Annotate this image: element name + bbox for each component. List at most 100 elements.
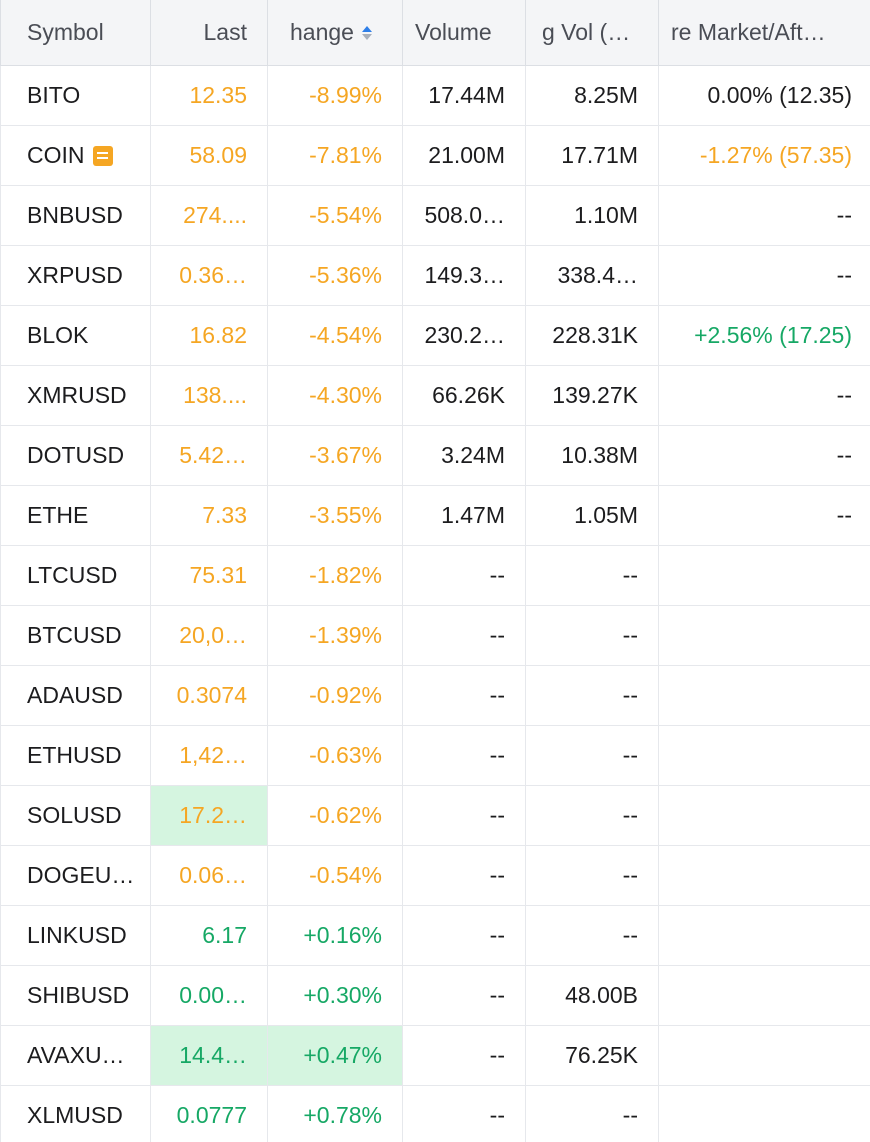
- volume-cell: --: [402, 726, 525, 785]
- symbol-cell[interactable]: DOGEU…: [0, 846, 150, 905]
- symbol-cell[interactable]: BLOK: [0, 306, 150, 365]
- column-header-avg-vol-label: g Vol (…: [542, 19, 631, 45]
- pre-market-cell-value: --: [836, 502, 852, 528]
- change-cell-value: -7.81%: [309, 142, 382, 168]
- change-cell: -7.81%: [267, 126, 402, 185]
- last-price-cell: 1,42…: [150, 726, 267, 785]
- news-icon[interactable]: [92, 145, 113, 166]
- volume-cell-value: 149.3…: [424, 262, 505, 288]
- symbol-cell[interactable]: DOTUSD: [0, 426, 150, 485]
- table-row[interactable]: XLMUSD 0.0777 +0.78% -- --: [0, 1086, 870, 1142]
- avg-vol-cell: 228.31K: [525, 306, 658, 365]
- symbol-cell[interactable]: XRPUSD: [0, 246, 150, 305]
- change-cell: -1.82%: [267, 546, 402, 605]
- symbol-cell[interactable]: ADAUSD: [0, 666, 150, 725]
- table-row[interactable]: LTCUSD 75.31 -1.82% -- --: [0, 546, 870, 606]
- column-header-pre-market[interactable]: re Market/Aft…: [658, 0, 870, 65]
- change-cell: +0.78%: [267, 1086, 402, 1142]
- last-price-cell-value: 14.4…: [179, 1042, 247, 1068]
- volume-cell-value: --: [489, 622, 505, 648]
- sort-icon[interactable]: [361, 25, 372, 40]
- symbol-cell[interactable]: BTCUSD: [0, 606, 150, 665]
- symbol-cell[interactable]: SOLUSD: [0, 786, 150, 845]
- table-row[interactable]: LINKUSD 6.17 +0.16% -- --: [0, 906, 870, 966]
- last-price-cell: 58.09: [150, 126, 267, 185]
- column-header-pre-market-label: re Market/Aft…: [671, 19, 826, 45]
- table-row[interactable]: COIN 58.09 -7.81% 21.00M 17.71M -1.27% (57.35…: [0, 126, 870, 186]
- avg-vol-cell-value: --: [622, 802, 638, 828]
- column-header-symbol-label: Symbol: [27, 19, 104, 45]
- volume-cell: 66.26K: [402, 366, 525, 425]
- pre-market-cell: [658, 1086, 870, 1142]
- change-cell: -1.39%: [267, 606, 402, 665]
- pre-market-cell: [658, 606, 870, 665]
- last-price-cell: 7.33: [150, 486, 267, 545]
- symbol-cell-value: ETHE: [27, 502, 89, 528]
- table-row[interactable]: SOLUSD 17.2… -0.62% -- --: [0, 786, 870, 846]
- last-price-cell-value: 0.36…: [179, 262, 247, 288]
- symbol-cell[interactable]: AVAXU…: [0, 1026, 150, 1085]
- last-price-cell-value: 7.33: [202, 502, 247, 528]
- column-header-volume[interactable]: Volume: [402, 0, 525, 65]
- table-row[interactable]: ETHUSD 1,42… -0.63% -- --: [0, 726, 870, 786]
- column-header-last[interactable]: Last: [150, 0, 267, 65]
- column-header-last-label: Last: [203, 19, 247, 45]
- symbol-cell[interactable]: LINKUSD: [0, 906, 150, 965]
- last-price-cell-value: 75.31: [189, 562, 247, 588]
- volume-cell: --: [402, 846, 525, 905]
- symbol-cell[interactable]: XMRUSD: [0, 366, 150, 425]
- volume-cell-value: --: [489, 802, 505, 828]
- table-row[interactable]: ETHE 7.33 -3.55% 1.47M 1.05M --: [0, 486, 870, 546]
- table-row[interactable]: BLOK 16.82 -4.54% 230.2… 228.31K +2.56% (17.2…: [0, 306, 870, 366]
- table-row[interactable]: SHIBUSD 0.00… +0.30% -- 48.00B: [0, 966, 870, 1026]
- avg-vol-cell-value: 17.71M: [561, 142, 638, 168]
- volume-cell: 17.44M: [402, 66, 525, 125]
- symbol-cell-value: COIN: [27, 142, 85, 168]
- table-row[interactable]: BITO 12.35 -8.99% 17.44M 8.25M 0.00% (12.35): [0, 66, 870, 126]
- column-header-change[interactable]: hange: [267, 0, 402, 65]
- table-row[interactable]: XMRUSD 138.... -4.30% 66.26K 139.27K --: [0, 366, 870, 426]
- last-price-cell-value: 20,0…: [179, 622, 247, 648]
- table-row[interactable]: DOGEU… 0.06… -0.54% -- --: [0, 846, 870, 906]
- volume-cell: 508.0…: [402, 186, 525, 245]
- last-price-cell: 5.42…: [150, 426, 267, 485]
- volume-cell: 3.24M: [402, 426, 525, 485]
- symbol-cell[interactable]: SHIBUSD: [0, 966, 150, 1025]
- table-row[interactable]: XRPUSD 0.36… -5.36% 149.3… 338.4… --: [0, 246, 870, 306]
- table-row[interactable]: DOTUSD 5.42… -3.67% 3.24M 10.38M --: [0, 426, 870, 486]
- symbol-cell[interactable]: COIN: [0, 126, 150, 185]
- volume-cell: 149.3…: [402, 246, 525, 305]
- avg-vol-cell: --: [525, 546, 658, 605]
- volume-cell: --: [402, 966, 525, 1025]
- avg-vol-cell: --: [525, 846, 658, 905]
- change-cell-value: -1.39%: [309, 622, 382, 648]
- change-cell: +0.16%: [267, 906, 402, 965]
- symbol-cell-value: XMRUSD: [27, 382, 127, 408]
- avg-vol-cell-value: 228.31K: [552, 322, 638, 348]
- avg-vol-cell: 1.10M: [525, 186, 658, 245]
- column-header-avg-vol[interactable]: g Vol (…: [525, 0, 658, 65]
- symbol-cell[interactable]: ETHE: [0, 486, 150, 545]
- change-cell-value: -5.36%: [309, 262, 382, 288]
- symbol-cell[interactable]: BNBUSD: [0, 186, 150, 245]
- symbol-cell[interactable]: ETHUSD: [0, 726, 150, 785]
- pre-market-cell: [658, 786, 870, 845]
- last-price-cell: 274....: [150, 186, 267, 245]
- symbol-cell-value: DOTUSD: [27, 442, 125, 468]
- table-row[interactable]: ADAUSD 0.3074 -0.92% -- --: [0, 666, 870, 726]
- pre-market-cell: [658, 846, 870, 905]
- avg-vol-cell-value: --: [622, 562, 638, 588]
- symbol-cell[interactable]: XLMUSD: [0, 1086, 150, 1142]
- volume-cell-value: 508.0…: [424, 202, 505, 228]
- table-row[interactable]: BNBUSD 274.... -5.54% 508.0… 1.10M --: [0, 186, 870, 246]
- table-row[interactable]: BTCUSD 20,0… -1.39% -- --: [0, 606, 870, 666]
- symbol-cell[interactable]: BITO: [0, 66, 150, 125]
- volume-cell-value: 1.47M: [441, 502, 505, 528]
- last-price-cell-value: 6.17: [202, 922, 247, 948]
- table-row[interactable]: AVAXU… 14.4… +0.47% -- 76.25K: [0, 1026, 870, 1086]
- column-header-symbol[interactable]: Symbol: [0, 0, 150, 65]
- symbol-cell-value: AVAXU…: [27, 1042, 125, 1068]
- symbol-cell[interactable]: LTCUSD: [0, 546, 150, 605]
- avg-vol-cell-value: 338.4…: [557, 262, 638, 288]
- symbol-cell-value: SHIBUSD: [27, 982, 130, 1008]
